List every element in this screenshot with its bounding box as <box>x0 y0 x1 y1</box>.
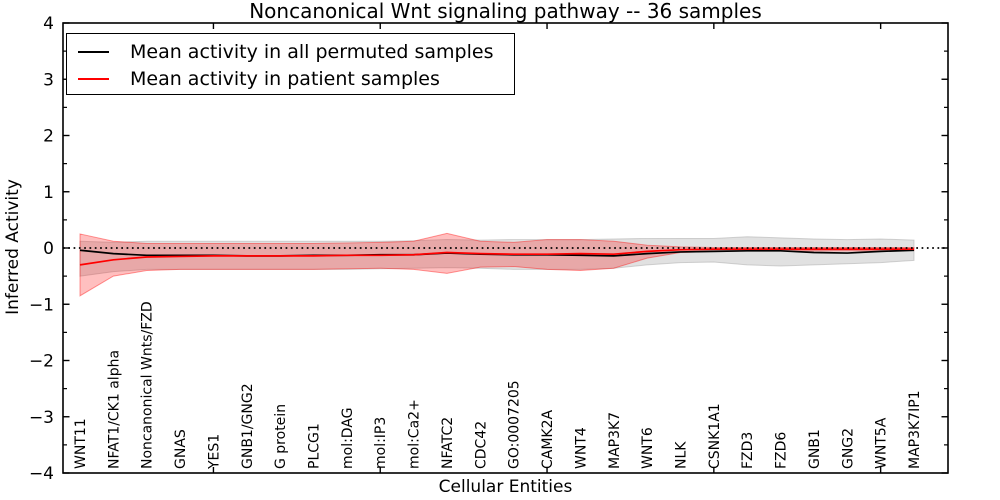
y-tick-label: −1 <box>29 295 54 315</box>
category-label: Noncanonical Wnts/FZD <box>140 301 156 469</box>
category-label: GNG2 <box>840 428 856 469</box>
category-label: mol:IP3 <box>373 417 389 469</box>
category-label: CDC42 <box>473 421 489 469</box>
permuted-band <box>79 236 915 277</box>
category-label: GO:0007205 <box>507 380 523 469</box>
category-label: YES1 <box>206 434 222 470</box>
category-label: GNAS <box>173 429 189 469</box>
legend-line-sample-permuted <box>78 50 109 53</box>
category-label: NFATC2 <box>440 417 456 469</box>
x-axis-label: Cellular Entities <box>438 477 573 497</box>
category-label: FZD6 <box>774 432 790 469</box>
category-label: NFAT1/CK1 alpha <box>106 350 122 469</box>
y-tick-label: 2 <box>43 127 54 147</box>
category-label: WNT4 <box>573 427 589 469</box>
legend-label-permuted: Mean activity in all permuted samples <box>130 40 494 63</box>
y-tick-label: 3 <box>43 70 54 90</box>
y-tick-label: −3 <box>29 408 54 428</box>
category-label: MAP3K7 <box>607 412 623 469</box>
legend-entry-patient: Mean activity in patient samples <box>67 65 514 92</box>
category-label: NLK <box>673 441 689 469</box>
category-label: mol:Ca2+ <box>407 399 423 469</box>
y-tick-label: 0 <box>43 239 54 259</box>
legend-label-patient: Mean activity in patient samples <box>130 67 440 90</box>
category-label: WNT11 <box>73 418 89 469</box>
legend: Mean activity in all permuted samples Me… <box>66 33 515 95</box>
category-label: mol:DAG <box>340 407 356 469</box>
category-label: CSNK1A1 <box>707 403 723 469</box>
y-tick-label: 1 <box>43 183 54 203</box>
y-tick-label: 4 <box>43 14 54 34</box>
category-label: GNB1 <box>807 429 823 469</box>
category-label: PLCG1 <box>307 423 323 469</box>
patient-mean-line <box>79 248 914 266</box>
chart-title: Noncanonical Wnt signaling pathway -- 36… <box>249 0 762 23</box>
legend-line-sample-patient <box>78 77 109 80</box>
category-label: G protein <box>273 404 289 469</box>
category-label: WNT5A <box>874 417 890 469</box>
y-tick-label: −2 <box>29 352 54 372</box>
category-label: MAP3K7IP1 <box>907 390 923 469</box>
category-label: CAMK2A <box>540 409 556 469</box>
category-label: WNT6 <box>640 427 656 469</box>
category-label: FZD3 <box>740 432 756 469</box>
category-label: GNB1/GNG2 <box>240 383 256 469</box>
y-tick-label: −4 <box>29 464 54 484</box>
legend-entry-permuted: Mean activity in all permuted samples <box>67 38 514 65</box>
